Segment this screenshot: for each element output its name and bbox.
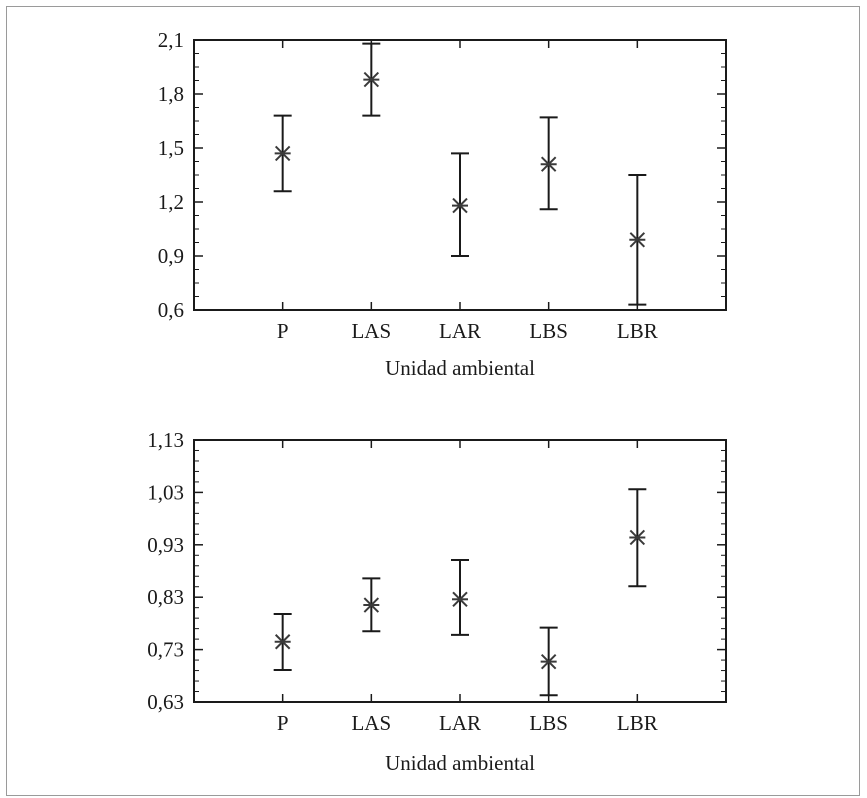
x-tick-label-lbs: LBS: [529, 711, 568, 735]
x-tick-label-lbr: LBR: [617, 711, 658, 735]
chart-panel-1: 2,1 1,8 1,5 1,2 0,9 0,6 P LAS LAR LBS LBR Unidad am…: [158, 28, 727, 380]
error-bar-lbs: [539, 626, 558, 697]
error-bar-las: [362, 577, 381, 633]
y-tick-label: 0,9: [158, 244, 184, 268]
error-bar-las: [362, 42, 381, 117]
x-tick-label-lbs: LBS: [529, 319, 568, 343]
mean-marker-las: [363, 71, 380, 88]
error-bar-lar: [451, 152, 469, 257]
figure-frame: [6, 6, 860, 796]
x-tick-label-las: LAS: [351, 711, 391, 735]
error-bar-lbr: [628, 488, 647, 588]
y-tick-label: 1,13: [147, 428, 184, 452]
error-bar-lbs: [539, 116, 558, 211]
mean-marker-lbr: [629, 529, 646, 546]
mean-marker-p: [274, 145, 291, 162]
chart-panel-2: 1,13 1,03 0,93 0,83 0,73 0,63 P LAS LAR LBS LBR Uni…: [147, 428, 727, 775]
y-tick-label: 0,93: [147, 533, 184, 557]
y-tick-label: 2,1: [158, 28, 184, 52]
y-tick-label: 1,03: [147, 480, 184, 504]
mean-marker-lbs: [540, 156, 557, 172]
x-axis-label: Unidad ambiental: [385, 356, 535, 380]
x-tick-label-lbr: LBR: [617, 319, 658, 343]
mean-marker-lar: [452, 197, 468, 214]
mean-marker-p: [274, 634, 291, 650]
x-tick-label-p: P: [277, 711, 289, 735]
y-tick-label: 0,73: [147, 638, 184, 662]
x-tick-label-las: LAS: [351, 319, 391, 343]
y-tick-label: 1,5: [158, 136, 184, 160]
error-bar-lar: [451, 558, 469, 636]
x-axis-label: Unidad ambiental: [385, 751, 535, 775]
y-tick-label: 1,8: [158, 82, 184, 106]
mean-marker-lar: [452, 591, 468, 608]
error-bar-lbr: [628, 174, 647, 306]
y-tick-label: 0,63: [147, 690, 184, 714]
x-tick-label-lar: LAR: [439, 711, 481, 735]
mean-marker-lbs: [540, 653, 557, 670]
x-tick-label-p: P: [277, 319, 289, 343]
mean-marker-las: [363, 597, 380, 613]
y-tick-label: 0,6: [158, 298, 184, 322]
mean-marker-lbr: [629, 232, 646, 248]
y-tick-label: 0,83: [147, 585, 184, 609]
x-tick-label-lar: LAR: [439, 319, 481, 343]
y-tick-label: 1,2: [158, 190, 184, 214]
error-bar-p: [273, 612, 292, 672]
error-bar-p: [273, 114, 292, 193]
